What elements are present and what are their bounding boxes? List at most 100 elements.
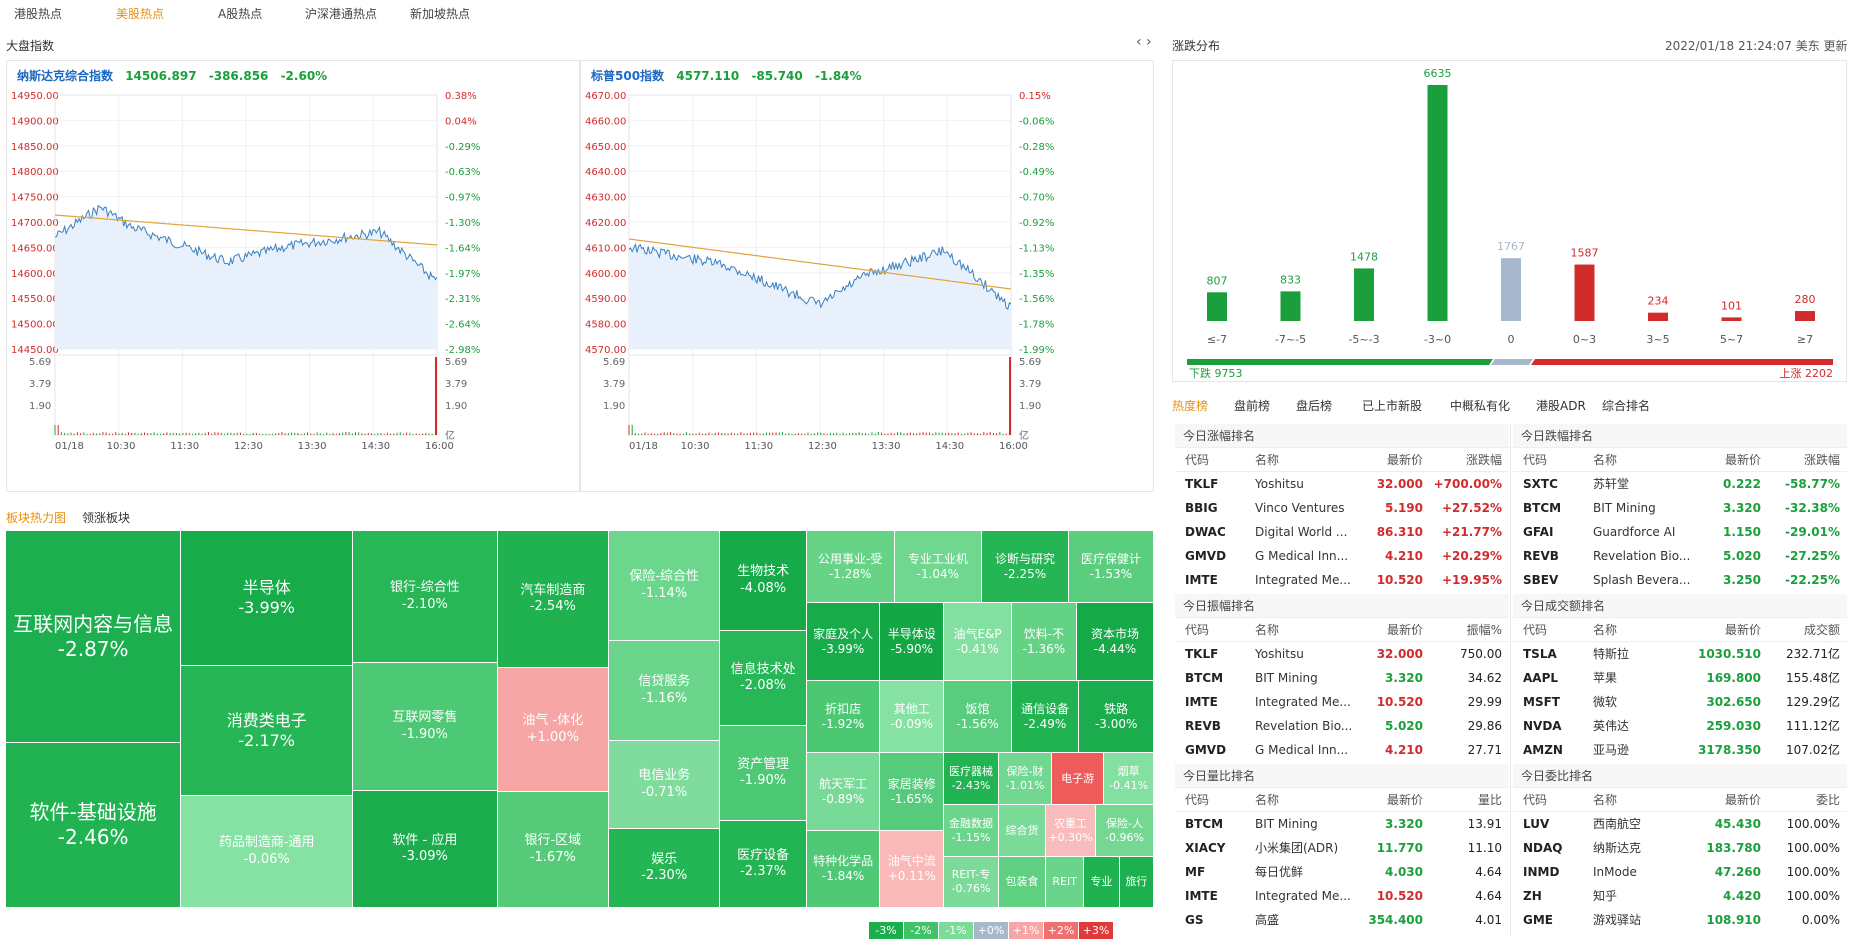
tab-us-hot[interactable]: 美股热点: [116, 7, 165, 21]
stock-code[interactable]: BBIG: [1185, 501, 1218, 515]
stock-name[interactable]: Yoshitsu: [1255, 477, 1304, 491]
stock-name[interactable]: G Medical Inn...: [1255, 549, 1349, 563]
sector-tile[interactable]: 铁路 -3.00%: [1079, 681, 1154, 753]
column-header[interactable]: 最新价: [1386, 623, 1423, 637]
table-row[interactable]: REVB Revelation Bio... 5.020 -27.25%: [1513, 544, 1847, 568]
stock-code[interactable]: BTCM: [1185, 817, 1224, 831]
table-row[interactable]: BBIG Vinco Ventures 5.190 +27.52%: [1175, 496, 1509, 520]
stock-code[interactable]: LUV: [1523, 817, 1550, 831]
stock-code[interactable]: INMD: [1523, 865, 1560, 879]
tab-connect-hot[interactable]: 沪深港通热点: [305, 7, 378, 21]
stock-name[interactable]: 西南航空: [1593, 817, 1642, 831]
stock-name[interactable]: Digital World ...: [1255, 525, 1348, 539]
stock-name[interactable]: InMode: [1593, 865, 1637, 879]
column-header[interactable]: 名称: [1255, 793, 1280, 807]
sector-tile[interactable]: 油气中流 +0.11%: [880, 831, 945, 908]
sector-tile[interactable]: 家庭及个人 -3.99%: [806, 603, 881, 681]
stock-name[interactable]: Guardforce AI: [1593, 525, 1676, 539]
sector-tile[interactable]: 软件-基础设施 -2.46%: [6, 743, 182, 908]
table-row[interactable]: SBEV Splash Bevera... 3.250 -22.25%: [1513, 568, 1847, 592]
column-header[interactable]: 代码: [1523, 453, 1548, 467]
table-row[interactable]: DWAC Digital World ... 86.310 +21.77%: [1175, 520, 1509, 544]
sector-tile[interactable]: 专业: [1084, 857, 1120, 908]
leading-sectors-tab[interactable]: 领涨板块: [82, 511, 131, 525]
table-row[interactable]: NVDA 英伟达 259.030 111.12亿: [1513, 714, 1847, 738]
tab-afterhours[interactable]: 盘后榜: [1296, 399, 1333, 413]
tab-a-hot[interactable]: A股热点: [218, 7, 263, 21]
stock-code[interactable]: IMTE: [1185, 889, 1218, 903]
stock-name[interactable]: 苹果: [1593, 671, 1618, 685]
column-header[interactable]: 代码: [1523, 623, 1548, 637]
distribution-bar[interactable]: [1427, 85, 1448, 321]
sector-tile[interactable]: 家居装修 -1.65%: [880, 753, 945, 831]
stock-code[interactable]: GMVD: [1185, 743, 1227, 757]
stock-code[interactable]: BTCM: [1185, 671, 1224, 685]
stock-name[interactable]: Yoshitsu: [1255, 647, 1304, 661]
tab-china-privatization[interactable]: 中概私有化: [1450, 399, 1511, 413]
table-row[interactable]: AMZN 亚马逊 3178.350 107.02亿: [1513, 738, 1847, 762]
stock-name[interactable]: BIT Mining: [1593, 501, 1656, 515]
stock-code[interactable]: GS: [1185, 913, 1204, 927]
table-row[interactable]: GME 游戏驿站 108.910 0.00%: [1513, 908, 1847, 932]
sector-tile[interactable]: 信息技术处 -2.08%: [720, 631, 807, 726]
stock-code[interactable]: XIACY: [1185, 841, 1226, 855]
column-header[interactable]: 代码: [1185, 623, 1210, 637]
sector-tile[interactable]: 电信业务 -0.71%: [609, 741, 721, 829]
stock-code[interactable]: TKLF: [1185, 647, 1219, 661]
stock-name[interactable]: Revelation Bio...: [1255, 719, 1353, 733]
table-row[interactable]: BTCM BIT Mining 3.320 -32.38%: [1513, 496, 1847, 520]
sector-tile[interactable]: 资产管理 -1.90%: [720, 726, 807, 821]
sector-tile[interactable]: 消费类电子 -2.17%: [181, 666, 354, 796]
column-header[interactable]: 名称: [1593, 453, 1618, 467]
table-row[interactable]: BTCM BIT Mining 3.320 34.62: [1175, 666, 1509, 690]
column-header[interactable]: 振幅%: [1466, 623, 1502, 637]
nav-arrows-icon[interactable]: ‹ ›: [1136, 34, 1152, 50]
stock-code[interactable]: SXTC: [1523, 477, 1558, 491]
table-row[interactable]: MF 每日优鲜 4.030 4.64: [1175, 860, 1509, 884]
sector-tile[interactable]: 旅行: [1119, 857, 1154, 908]
sector-tile[interactable]: 医疗器械 -2.43%: [944, 753, 999, 805]
stock-name[interactable]: Integrated Me...: [1255, 695, 1351, 709]
stock-name[interactable]: 游戏驿站: [1593, 913, 1642, 927]
distribution-bar[interactable]: [1574, 264, 1595, 321]
sector-tile[interactable]: 互联网零售 -1.90%: [353, 663, 498, 791]
stock-code[interactable]: GME: [1523, 913, 1553, 927]
stock-name[interactable]: 微软: [1593, 695, 1618, 709]
nasdaq-intraday-chart[interactable]: 14950.00 0.38% 14900.00 0.04% 14850.00 -0.29%…: [7, 87, 579, 487]
sector-tile[interactable]: 汽车制造商 -2.54%: [497, 531, 610, 668]
sector-tile[interactable]: 航天军工 -0.89%: [806, 753, 881, 831]
table-row[interactable]: XIACY 小米集团(ADR) 11.770 11.10: [1175, 836, 1509, 860]
sector-tile[interactable]: 饭馆 -1.56%: [944, 681, 1012, 753]
table-row[interactable]: IMTE Integrated Me... 10.520 4.64: [1175, 884, 1509, 908]
sector-tile[interactable]: 药品制造商-通用 -0.06%: [181, 796, 354, 908]
table-row[interactable]: IMTE Integrated Me... 10.520 29.99: [1175, 690, 1509, 714]
sector-tile[interactable]: 公用事业-受 -1.28%: [806, 531, 895, 603]
distribution-bar[interactable]: [1280, 291, 1301, 321]
tab-new-ipos[interactable]: 已上市新股: [1362, 399, 1423, 413]
sector-tile[interactable]: 其他工 -0.09%: [880, 681, 945, 753]
stock-code[interactable]: BTCM: [1523, 501, 1562, 515]
distribution-bar[interactable]: [1354, 268, 1374, 321]
stock-code[interactable]: REVB: [1523, 549, 1559, 563]
sector-tile[interactable]: 电子游: [1052, 753, 1105, 805]
table-row[interactable]: NDAQ 纳斯达克 183.780 100.00%: [1513, 836, 1847, 860]
distribution-bar[interactable]: [1501, 258, 1521, 321]
stock-name[interactable]: 每日优鲜: [1255, 865, 1304, 879]
sector-tile[interactable]: 半导体设 -5.90%: [880, 603, 945, 681]
column-header[interactable]: 代码: [1523, 793, 1548, 807]
table-row[interactable]: AAPL 苹果 169.800 155.48亿: [1513, 666, 1847, 690]
column-header[interactable]: 代码: [1185, 453, 1210, 467]
sector-tile[interactable]: 娱乐 -2.30%: [609, 829, 721, 908]
sp500-intraday-chart[interactable]: 4670.00 0.15% 4660.00 -0.06% 4650.00 -0.28% 46…: [581, 87, 1153, 487]
column-header[interactable]: 涨跌幅: [1803, 453, 1840, 467]
tab-composite[interactable]: 综合排名: [1602, 399, 1651, 413]
sp500-name[interactable]: 标普500指数: [591, 69, 665, 83]
table-row[interactable]: SXTC 苏轩堂 0.222 -58.77%: [1513, 472, 1847, 496]
sector-tile[interactable]: 保险-人 -0.96%: [1095, 805, 1154, 857]
stock-code[interactable]: DWAC: [1185, 525, 1226, 539]
table-row[interactable]: IMTE Integrated Me... 10.520 +19.95%: [1175, 568, 1509, 592]
table-row[interactable]: MSFT 微软 302.650 129.29亿: [1513, 690, 1847, 714]
stock-code[interactable]: TSLA: [1523, 647, 1557, 661]
sector-tile[interactable]: 饮料-不 -1.36%: [1011, 603, 1077, 681]
column-header[interactable]: 最新价: [1724, 453, 1761, 467]
